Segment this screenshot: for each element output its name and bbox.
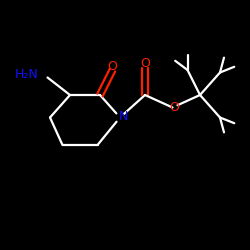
Text: O: O <box>140 57 150 70</box>
Text: O: O <box>108 60 118 73</box>
Text: O: O <box>169 102 179 114</box>
Text: H₂N: H₂N <box>15 68 39 82</box>
Text: N: N <box>118 110 128 123</box>
